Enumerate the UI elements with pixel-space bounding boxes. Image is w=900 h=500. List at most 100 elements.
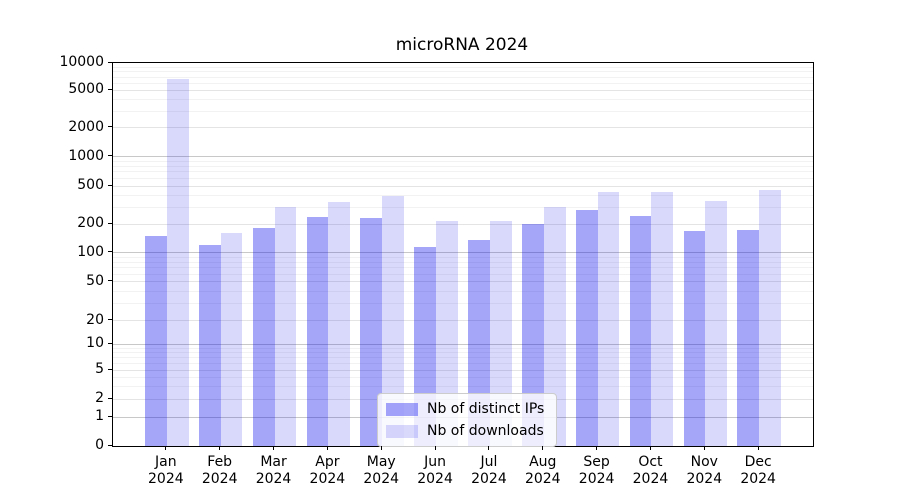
gridline-sub xyxy=(113,127,813,129)
y-axis-tick-mark xyxy=(108,415,112,417)
gridline-minor xyxy=(113,82,813,84)
y-axis-tick-label: 50 xyxy=(86,272,104,289)
x-axis-year: 2024 xyxy=(578,471,615,487)
x-axis-year: 2024 xyxy=(309,471,346,487)
gridline-sub xyxy=(113,320,813,322)
bar-downloads-may xyxy=(382,195,405,446)
x-axis-tick-mark xyxy=(219,446,221,450)
gridline-minor xyxy=(113,385,813,387)
x-axis-tick-label: Nov 2024 xyxy=(674,454,734,488)
bar-downloads-apr xyxy=(328,201,351,446)
bar-downloads-jun xyxy=(436,221,458,446)
y-axis-tick-mark xyxy=(108,61,112,63)
gridline-minor xyxy=(113,76,813,78)
bar-downloads-feb xyxy=(220,233,243,446)
bar-distinct-ips-oct xyxy=(629,215,652,446)
x-axis-month: Dec xyxy=(744,454,772,470)
x-axis-tick-mark xyxy=(326,446,328,450)
x-axis-month: Oct xyxy=(638,454,663,470)
gridline-major xyxy=(113,252,813,254)
bar-downloads-sep xyxy=(597,192,620,446)
gridline-minor xyxy=(113,352,813,354)
legend: Nb of distinct IPs Nb of downloads xyxy=(377,393,558,447)
x-axis-tick-label: Jan 2024 xyxy=(136,454,196,488)
x-axis-tick-label: Jul 2024 xyxy=(459,454,519,488)
legend-row-downloads: Nb of downloads xyxy=(386,423,544,439)
y-axis-tick-mark xyxy=(108,88,112,90)
gridline-minor xyxy=(113,267,813,269)
bar-distinct-ips-feb xyxy=(198,245,221,446)
gridline-sub xyxy=(113,223,813,225)
y-axis-tick-label: 5 xyxy=(95,361,104,378)
bar-downloads-nov xyxy=(705,200,728,446)
x-axis-year: 2024 xyxy=(632,471,669,487)
gridline-sub xyxy=(113,89,813,91)
y-axis-tick-label: 10000 xyxy=(59,54,104,70)
y-axis-tick-label: 2 xyxy=(95,390,104,407)
bar-distinct-ips-jan xyxy=(145,236,167,446)
y-axis-tick-mark xyxy=(108,319,112,321)
x-axis-tick-mark xyxy=(596,446,598,450)
legend-label-downloads: Nb of downloads xyxy=(427,423,544,439)
y-axis-tick-label: 200 xyxy=(77,215,104,232)
bar-downloads-jul xyxy=(489,221,512,446)
y-axis-tick-mark xyxy=(108,342,112,344)
y-axis-tick-label: 20 xyxy=(86,311,104,328)
x-axis-year: 2024 xyxy=(417,471,453,487)
x-axis-tick-label: Aug 2024 xyxy=(513,454,573,488)
gridline-minor xyxy=(113,362,813,364)
bar-downloads-mar xyxy=(274,206,297,446)
gridline-sub xyxy=(113,185,813,187)
x-axis-year: 2024 xyxy=(255,471,292,487)
x-axis-tick-mark xyxy=(757,446,759,450)
gridline-minor xyxy=(113,303,813,305)
gridline-minor xyxy=(113,194,813,196)
gridline-minor xyxy=(113,256,813,258)
bar-distinct-ips-mar xyxy=(252,227,275,446)
bar-distinct-ips-nov xyxy=(683,230,706,446)
y-axis-tick-mark xyxy=(108,397,112,399)
y-axis-tick-mark xyxy=(108,444,112,446)
x-axis-tick-mark xyxy=(649,446,651,450)
x-axis-tick-mark xyxy=(542,446,544,450)
y-axis-tick-mark xyxy=(108,251,112,253)
y-axis-tick-mark xyxy=(108,222,112,224)
x-axis-year: 2024 xyxy=(363,471,400,487)
x-axis-tick-mark xyxy=(488,446,490,450)
y-axis-tick-mark xyxy=(108,368,112,370)
x-axis-tick-mark xyxy=(273,446,275,450)
y-axis-tick-mark xyxy=(108,280,112,282)
gridline-major xyxy=(113,156,813,158)
x-axis-month: May xyxy=(366,454,396,470)
x-axis-month: Apr xyxy=(315,454,340,470)
y-axis-tick-label: 1000 xyxy=(68,147,104,164)
x-axis-year: 2024 xyxy=(524,471,561,487)
x-axis-tick-mark xyxy=(380,446,382,450)
x-axis-year: 2024 xyxy=(471,471,507,487)
bar-distinct-ips-apr xyxy=(306,216,329,446)
plot-area xyxy=(112,62,814,447)
x-axis-month: Nov xyxy=(690,454,718,470)
gridline-minor xyxy=(113,376,813,378)
gridline-minor xyxy=(113,177,813,179)
legend-swatch-distinct-ips xyxy=(386,402,418,416)
x-axis-month: Feb xyxy=(207,454,233,470)
x-axis-tick-label: Jun 2024 xyxy=(405,454,465,488)
gridline-minor xyxy=(113,66,813,68)
x-axis-month: Jul xyxy=(480,454,498,470)
gridline-major xyxy=(113,343,813,345)
x-axis-tick-mark xyxy=(703,446,705,450)
y-axis-tick-label: 10 xyxy=(86,335,104,352)
bar-distinct-ips-sep xyxy=(575,209,598,446)
x-axis-year: 2024 xyxy=(686,471,723,487)
x-axis-tick-label: Feb 2024 xyxy=(190,454,250,488)
bar-downloads-oct xyxy=(651,192,674,446)
legend-label-distinct-ips: Nb of distinct IPs xyxy=(427,401,545,417)
gridline-minor xyxy=(113,165,813,167)
y-axis-tick-label: 1 xyxy=(95,408,104,424)
chart-title: microRNA 2024 xyxy=(395,35,529,55)
x-axis-tick-label: Sep 2024 xyxy=(567,454,627,488)
legend-row-distinct-ips: Nb of distinct IPs xyxy=(386,401,544,417)
y-axis-tick-mark xyxy=(108,155,112,157)
x-axis-year: 2024 xyxy=(148,471,184,487)
